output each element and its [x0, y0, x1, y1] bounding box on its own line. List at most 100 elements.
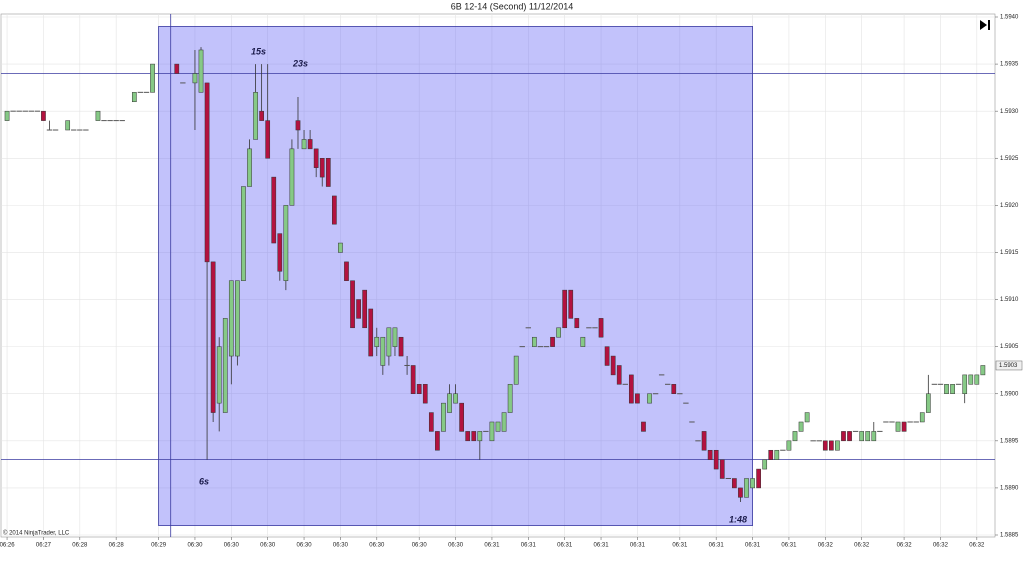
- candle-body: [677, 393, 683, 395]
- candle-body: [586, 327, 592, 329]
- y-tick-label: 1.5930: [1000, 109, 1019, 115]
- candle-body: [592, 327, 598, 329]
- candle-body: [380, 336, 386, 366]
- candle-body: [841, 431, 846, 442]
- y-tick-label: 1.5900: [1000, 391, 1019, 397]
- y-tick-label: 1.5940: [1000, 15, 1019, 21]
- candle-body: [495, 421, 501, 432]
- candle-body: [289, 148, 295, 206]
- candle-body: [683, 402, 689, 404]
- candle-body: [810, 440, 816, 442]
- y-tick-label: 1.5925: [1000, 156, 1019, 162]
- candle-body: [519, 346, 525, 348]
- candle-body: [489, 421, 495, 442]
- candle-body: [756, 468, 761, 489]
- candle-body: [901, 421, 907, 432]
- candle-body: [477, 431, 483, 442]
- candle-body: [507, 384, 513, 413]
- candle-body: [192, 73, 198, 84]
- x-tick-label: 06:26: [0, 543, 15, 549]
- candle-body: [65, 120, 71, 131]
- candle-body: [835, 440, 840, 451]
- candle-body: [647, 393, 652, 404]
- x-tick-label: 06:29: [151, 543, 167, 549]
- candle-body: [34, 110, 41, 112]
- candle-body: [622, 383, 628, 385]
- candle-body: [368, 308, 374, 357]
- y-tick-label: 1.5915: [1000, 250, 1019, 256]
- candle-body: [604, 346, 610, 366]
- candle-body: [883, 421, 889, 423]
- candle-body: [804, 412, 810, 423]
- x-tick-label: 06:32: [969, 543, 985, 549]
- x-tick-label: 06:31: [672, 543, 688, 549]
- candle-body: [180, 82, 186, 84]
- x-tick-label: 06:31: [745, 543, 761, 549]
- end-bar-icon[interactable]: [988, 20, 990, 30]
- candle-body: [610, 355, 616, 376]
- annotation: 15s: [251, 46, 266, 56]
- candle-body: [392, 327, 398, 347]
- candle-body: [652, 393, 659, 395]
- candle-body: [441, 402, 446, 432]
- candle-body: [568, 289, 574, 319]
- candle-body: [556, 327, 561, 338]
- x-tick-label: 06:31: [781, 543, 797, 549]
- candle-body: [780, 449, 786, 451]
- candle-body: [750, 478, 755, 489]
- candle-body: [738, 487, 743, 498]
- candle-body: [513, 355, 519, 385]
- play-icon[interactable]: [980, 20, 987, 30]
- candle-body: [598, 318, 604, 338]
- candle-body: [28, 110, 35, 112]
- candle-body: [253, 92, 258, 140]
- candle-body: [241, 186, 246, 281]
- x-tick-label: 06:31: [630, 543, 646, 549]
- candle-body: [635, 393, 640, 404]
- candle-body: [665, 383, 671, 385]
- last-price-label: 1.5903: [999, 363, 1018, 369]
- candle-body: [768, 449, 774, 460]
- candle-body: [955, 383, 962, 385]
- candle-body: [543, 346, 550, 348]
- candle-body: [725, 477, 732, 479]
- candle-body: [471, 431, 477, 442]
- annotation: 1:48: [729, 514, 747, 524]
- x-tick-label: 06:30: [448, 543, 464, 549]
- candle-body: [228, 280, 234, 357]
- candle-body: [137, 91, 144, 93]
- candle-body: [537, 346, 544, 348]
- candle-body: [332, 195, 337, 225]
- candle-body: [550, 336, 555, 347]
- candle-body: [95, 110, 101, 121]
- candle-body: [907, 421, 913, 423]
- candle-body: [786, 440, 792, 451]
- scroll-end-button[interactable]: [980, 20, 990, 30]
- chart-title: 6B 12-14 (Second) 11/12/2014: [451, 1, 573, 11]
- candle-body: [816, 440, 822, 442]
- candle-body: [404, 364, 410, 366]
- candle-body: [107, 120, 113, 122]
- candle-body: [847, 431, 852, 442]
- candle-body: [77, 129, 83, 131]
- candle-body: [410, 365, 416, 394]
- candle-body: [374, 336, 380, 347]
- candle-body: [701, 431, 707, 451]
- x-tick-label: 06:31: [594, 543, 610, 549]
- candle-body: [532, 336, 537, 347]
- x-tick-label: 06:31: [709, 543, 725, 549]
- candle-body: [83, 129, 89, 131]
- candle-body: [562, 289, 568, 329]
- y-tick-label: 1.5885: [1000, 533, 1019, 539]
- candle-body: [4, 110, 10, 121]
- candle-body: [501, 412, 507, 432]
- candle-body: [689, 421, 695, 423]
- x-tick-label: 06:30: [412, 543, 428, 549]
- candle-body: [119, 120, 125, 122]
- candle-body: [732, 478, 737, 489]
- candle-body: [16, 110, 22, 112]
- candle-body: [247, 148, 252, 187]
- candle-body: [210, 261, 216, 413]
- copyright: © 2014 NinjaTrader, LLC: [3, 530, 70, 537]
- last-price-box: [995, 360, 1023, 371]
